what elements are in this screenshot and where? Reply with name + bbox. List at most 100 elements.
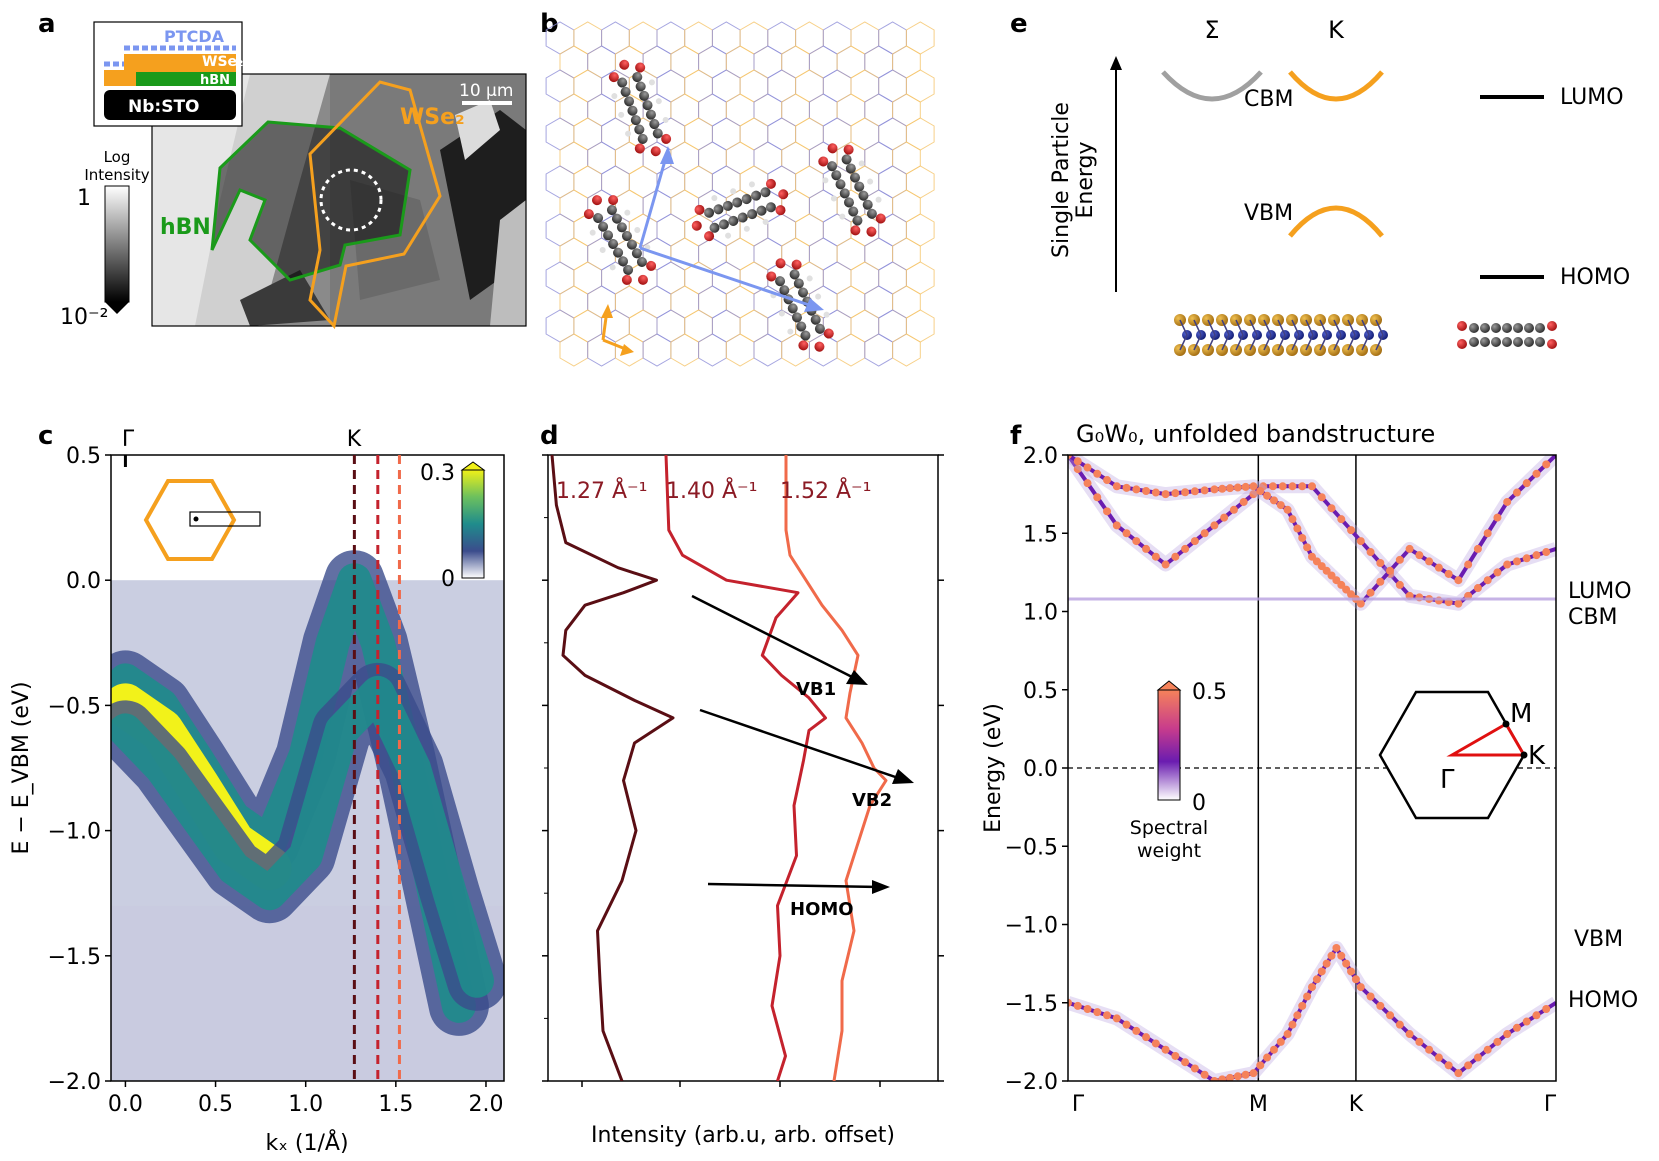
panel-letter-b: b <box>540 9 559 39</box>
bond <box>1221 319 1230 336</box>
carbon-atom <box>741 194 752 205</box>
ptcda-molecule <box>608 59 672 157</box>
carbon-atom <box>652 128 663 139</box>
carbon-atom <box>796 321 807 332</box>
spectral-weight-point <box>1083 463 1092 472</box>
spectral-weight-point <box>1386 566 1395 575</box>
lattice-hexagon <box>739 117 769 151</box>
lattice-hexagon <box>573 21 603 55</box>
carbon-atom <box>850 172 861 183</box>
lattice-hexagon <box>711 309 741 343</box>
spectral-weight-point <box>1103 476 1112 485</box>
lattice-hexagon <box>878 261 907 295</box>
oxygen-atom <box>766 271 777 282</box>
spectral-weight-point <box>1161 490 1170 499</box>
spectral-weight-point <box>1415 551 1424 560</box>
spectral-weight-point <box>1376 1001 1385 1010</box>
lattice-hexagon <box>684 21 713 55</box>
lattice-hexagon <box>573 261 603 295</box>
wse2-outline <box>308 80 442 330</box>
oxygen-atom <box>818 156 829 167</box>
bond <box>1235 319 1244 336</box>
panel-a-colorbar: Log Intensity 1 10⁻² <box>60 148 150 330</box>
lattice-hexagon <box>725 93 755 127</box>
oxygen-atom <box>634 143 645 154</box>
lattice-hexagon <box>892 141 921 175</box>
energy-axis-label-1: Single Particle <box>1049 102 1074 258</box>
y-tick-label: −1.5 <box>48 945 101 970</box>
lattice-hexagon <box>684 69 713 103</box>
lattice-hexagon <box>753 45 783 79</box>
spectral-weight-point <box>1171 489 1180 498</box>
y-tick-label: 1.0 <box>1023 601 1058 626</box>
label-vb1: VB1 <box>796 679 836 700</box>
carbon-atom <box>866 208 877 219</box>
hydrogen-atom <box>725 232 732 239</box>
carbon-atom <box>841 154 852 165</box>
spectral-weight-point <box>1151 1039 1160 1048</box>
spectral-weight-point <box>1337 515 1346 524</box>
ptcda-molecules <box>583 59 886 352</box>
bz-label-m: M <box>1510 699 1532 729</box>
carbon-atom <box>645 109 656 120</box>
carbon-atom <box>709 222 720 233</box>
hydrogen-atom <box>762 218 769 225</box>
lattice-hexagon <box>601 165 630 199</box>
bond <box>1319 319 1328 336</box>
spectral-weight-point <box>1444 569 1453 578</box>
panel-c-ylabel: E − E_VBM (eV) <box>9 681 34 854</box>
lattice-hexagon <box>698 45 727 79</box>
lattice-hexagon <box>725 333 755 367</box>
spectral-weight-point <box>1112 521 1121 530</box>
side-label-homo: HOMO <box>1568 988 1638 1013</box>
lattice-hexagon <box>878 309 907 343</box>
lattice-hexagon <box>573 69 603 103</box>
bond <box>1361 334 1370 351</box>
spectral-weight-point <box>1249 490 1258 499</box>
lattice-hexagon <box>698 285 727 319</box>
lattice-hexagon <box>822 21 852 55</box>
arrow-vb1 <box>691 594 859 682</box>
carbon-atom <box>1502 323 1512 333</box>
carbon-atom <box>1535 323 1545 333</box>
carbon-atom <box>632 72 643 83</box>
lattice-hexagon <box>656 261 686 295</box>
cbar-f-label-1: Spectral <box>1130 817 1208 839</box>
lattice-hexagon <box>892 237 921 271</box>
spectral-weight-point <box>1303 543 1312 552</box>
bond <box>1193 319 1202 336</box>
spectral-weight-point <box>1233 1072 1242 1081</box>
spectral-weight-point <box>1386 1011 1395 1020</box>
carbon-atom <box>858 190 869 201</box>
carbon-atom <box>839 188 850 199</box>
bz-measurement-window <box>189 511 261 527</box>
hydrogen-atom <box>648 79 655 86</box>
side-label-cbm: CBM <box>1568 605 1617 630</box>
lattice-hexagon <box>684 309 713 343</box>
lattice-hexagon <box>739 69 769 103</box>
lattice-hexagon <box>864 45 894 79</box>
bz-label-gamma: Γ <box>1440 765 1455 795</box>
bond <box>1235 334 1244 351</box>
lattice-hexagon <box>822 213 852 247</box>
spectral-weight-point <box>1068 998 1072 1007</box>
lattice-hexagon <box>795 213 824 247</box>
lattice-hexagon <box>711 117 741 151</box>
carbon-atom <box>637 133 648 144</box>
spectral-weight-point <box>1493 568 1502 577</box>
carbon-atom <box>843 197 854 208</box>
carbon-atom <box>835 179 846 190</box>
lattice-hexagon <box>711 69 741 103</box>
bz-hexagon-inset <box>143 479 237 561</box>
lattice-hexagon <box>767 21 797 55</box>
spectral-weight-point <box>1444 1061 1453 1070</box>
stack-ptcda: PTCDA <box>164 27 225 46</box>
carbon-atom <box>611 213 622 224</box>
lattice-hexagon <box>684 117 713 151</box>
carbon-atom <box>845 163 856 174</box>
cut-label-2: 1.40 Å⁻¹ <box>666 477 757 504</box>
spectral-weight-point <box>1288 482 1297 491</box>
spectral-weight-point <box>1395 1020 1404 1029</box>
lattice-hexagon <box>545 69 575 103</box>
hydrogen-atom <box>624 209 631 216</box>
